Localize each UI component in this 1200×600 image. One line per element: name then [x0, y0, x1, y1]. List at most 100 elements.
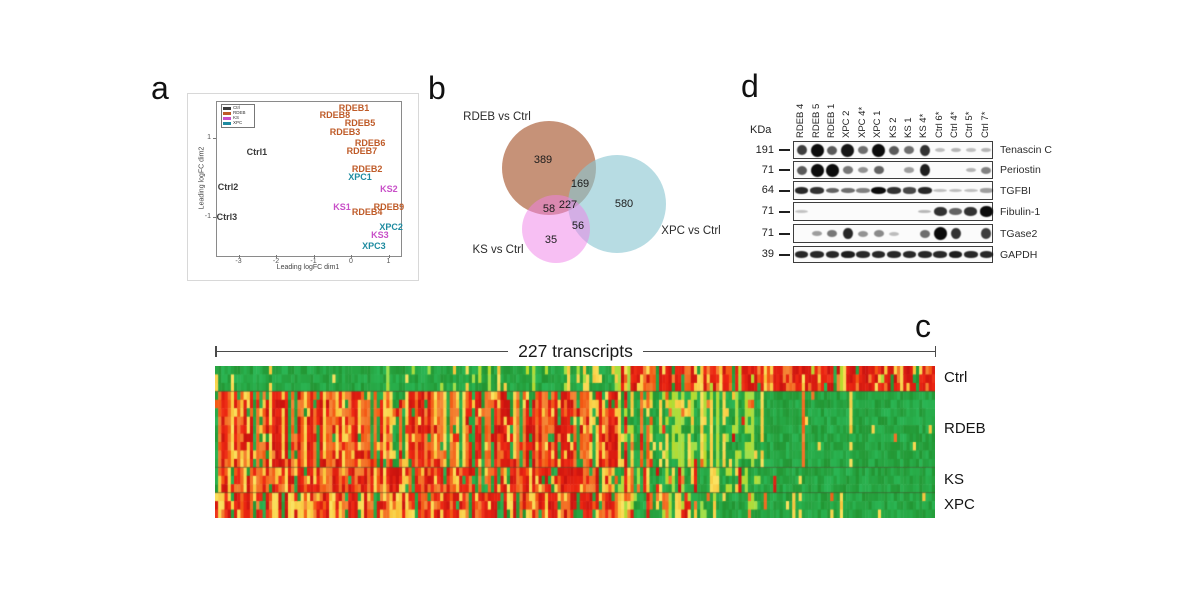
- protein-band: [950, 228, 961, 239]
- panel-label-b: b: [428, 70, 446, 106]
- protein-band: [918, 251, 932, 258]
- protein-band: [964, 251, 978, 258]
- mw-tick: [779, 253, 790, 256]
- protein-band: [965, 148, 976, 152]
- protein-band: [810, 187, 824, 194]
- x-tick-label: -1: [310, 258, 317, 265]
- protein-band: [902, 251, 917, 258]
- mw-value: 71: [761, 205, 774, 217]
- mds-sample-ks2: KS2: [380, 183, 398, 194]
- y-tick-mark: [213, 217, 216, 218]
- venn-circle-ks: [522, 195, 590, 263]
- x-tick-mark: [276, 255, 277, 258]
- x-tick-label: -3: [235, 258, 242, 265]
- lane-label: Ctrl 5*: [964, 111, 976, 138]
- lane-label: RDEB 4: [795, 103, 807, 138]
- protein-name-label: TGase2: [1000, 227, 1038, 240]
- mw-marker: 71: [740, 205, 790, 219]
- protein-band: [796, 165, 807, 175]
- protein-band: [841, 143, 855, 157]
- panel-label-c: c: [915, 308, 931, 344]
- transcript-heatmap: [215, 366, 935, 518]
- legend-swatch: [223, 122, 231, 125]
- mw-value: 64: [761, 184, 774, 196]
- x-tick-mark: [351, 255, 352, 258]
- venn-count-all-three: 227: [558, 199, 578, 211]
- blot-strip-periostin: [793, 161, 993, 179]
- protein-band: [796, 144, 807, 156]
- lane-label: XPC 1: [872, 110, 884, 138]
- mds-sample-rdeb5: RDEB5: [344, 117, 376, 128]
- protein-band: [825, 187, 840, 194]
- protein-band: [842, 227, 853, 240]
- bracket-line-left: [216, 350, 509, 352]
- bracket-right-tick: [934, 345, 936, 357]
- protein-band: [919, 164, 930, 176]
- mds-sample-ctrl2: Ctrl2: [217, 181, 239, 192]
- blot-strip-gapdh: [793, 246, 994, 263]
- mw-marker: 191: [740, 143, 790, 157]
- mds-sample-ks1: KS1: [333, 202, 351, 213]
- protein-band: [933, 206, 947, 217]
- x-tick-mark: [388, 255, 390, 258]
- venn-count-rdeb-unique: 389: [533, 154, 553, 166]
- protein-band: [810, 143, 824, 157]
- protein-band: [842, 166, 853, 174]
- protein-band: [827, 145, 838, 155]
- protein-band: [873, 230, 884, 237]
- protein-band: [810, 163, 824, 177]
- mw-value: 71: [761, 163, 774, 176]
- mds-sample-rdeb1: RDEB1: [338, 102, 370, 113]
- lane-label: KS 1: [902, 117, 914, 138]
- mw-value: 39: [761, 248, 774, 260]
- lane-label: KS 4*: [918, 113, 930, 138]
- lane-label: XPC 2: [841, 110, 853, 138]
- protein-name-label: GAPDH: [1000, 248, 1038, 261]
- mds-sample-rdeb9: RDEB9: [373, 202, 405, 213]
- protein-band: [887, 251, 901, 258]
- protein-band: [889, 231, 899, 236]
- legend-swatch: [223, 107, 231, 110]
- y-tick-mark: [213, 138, 216, 139]
- legend-entry-xpc: XPC: [223, 121, 253, 126]
- protein-band: [841, 250, 855, 259]
- protein-band: [948, 250, 963, 259]
- legend-swatch: [223, 117, 231, 120]
- protein-band: [949, 207, 963, 216]
- blot-strip-tenascin-c: [793, 141, 993, 159]
- protein-name-label: Tenascin C: [1000, 144, 1052, 156]
- venn-set-label-rdeb: RDEB vs Ctrl: [463, 111, 531, 123]
- lane-label: Ctrl 4*: [949, 111, 961, 138]
- protein-band: [795, 209, 809, 214]
- heatmap-group-label-ks: KS: [944, 471, 965, 488]
- protein-band: [858, 230, 869, 237]
- venn-set-label-xpc: XPC vs Ctrl: [661, 225, 721, 237]
- protein-band: [825, 163, 839, 177]
- protein-band: [856, 188, 870, 193]
- protein-name-label: Periostin: [1000, 164, 1041, 176]
- mds-sample-rdeb7: RDEB7: [346, 146, 378, 157]
- protein-band: [825, 251, 840, 258]
- mds-sample-rdeb3: RDEB3: [329, 127, 361, 138]
- x-tick-label: 1: [386, 258, 391, 265]
- heatmap-group-label-xpc: XPC: [944, 496, 975, 513]
- protein-band: [979, 251, 994, 258]
- legend-label: KS: [233, 115, 240, 121]
- mds-sample-xpc1: XPC1: [348, 172, 372, 183]
- venn-count-rdeb-xpc: 169: [570, 178, 590, 190]
- blot-strip-fibulin-1: [793, 202, 993, 221]
- x-tick-label: 0: [349, 258, 353, 265]
- protein-name-label: Fibulin-1: [1000, 205, 1041, 218]
- mds-sample-rdeb4: RDEB4: [351, 206, 383, 217]
- protein-band: [827, 229, 838, 238]
- protein-band: [933, 251, 947, 258]
- y-tick-label: 1: [207, 134, 211, 141]
- legend-entry-ctrl: Ctrl: [223, 106, 253, 111]
- x-tick-label: -2: [272, 258, 280, 265]
- protein-band: [887, 187, 901, 194]
- mds-sample-ctrl3: Ctrl3: [216, 212, 238, 222]
- mds-plot-area: [216, 101, 402, 257]
- venn-count-xpc-unique: 580: [614, 198, 634, 210]
- lane-label: RDEB 5: [810, 103, 822, 138]
